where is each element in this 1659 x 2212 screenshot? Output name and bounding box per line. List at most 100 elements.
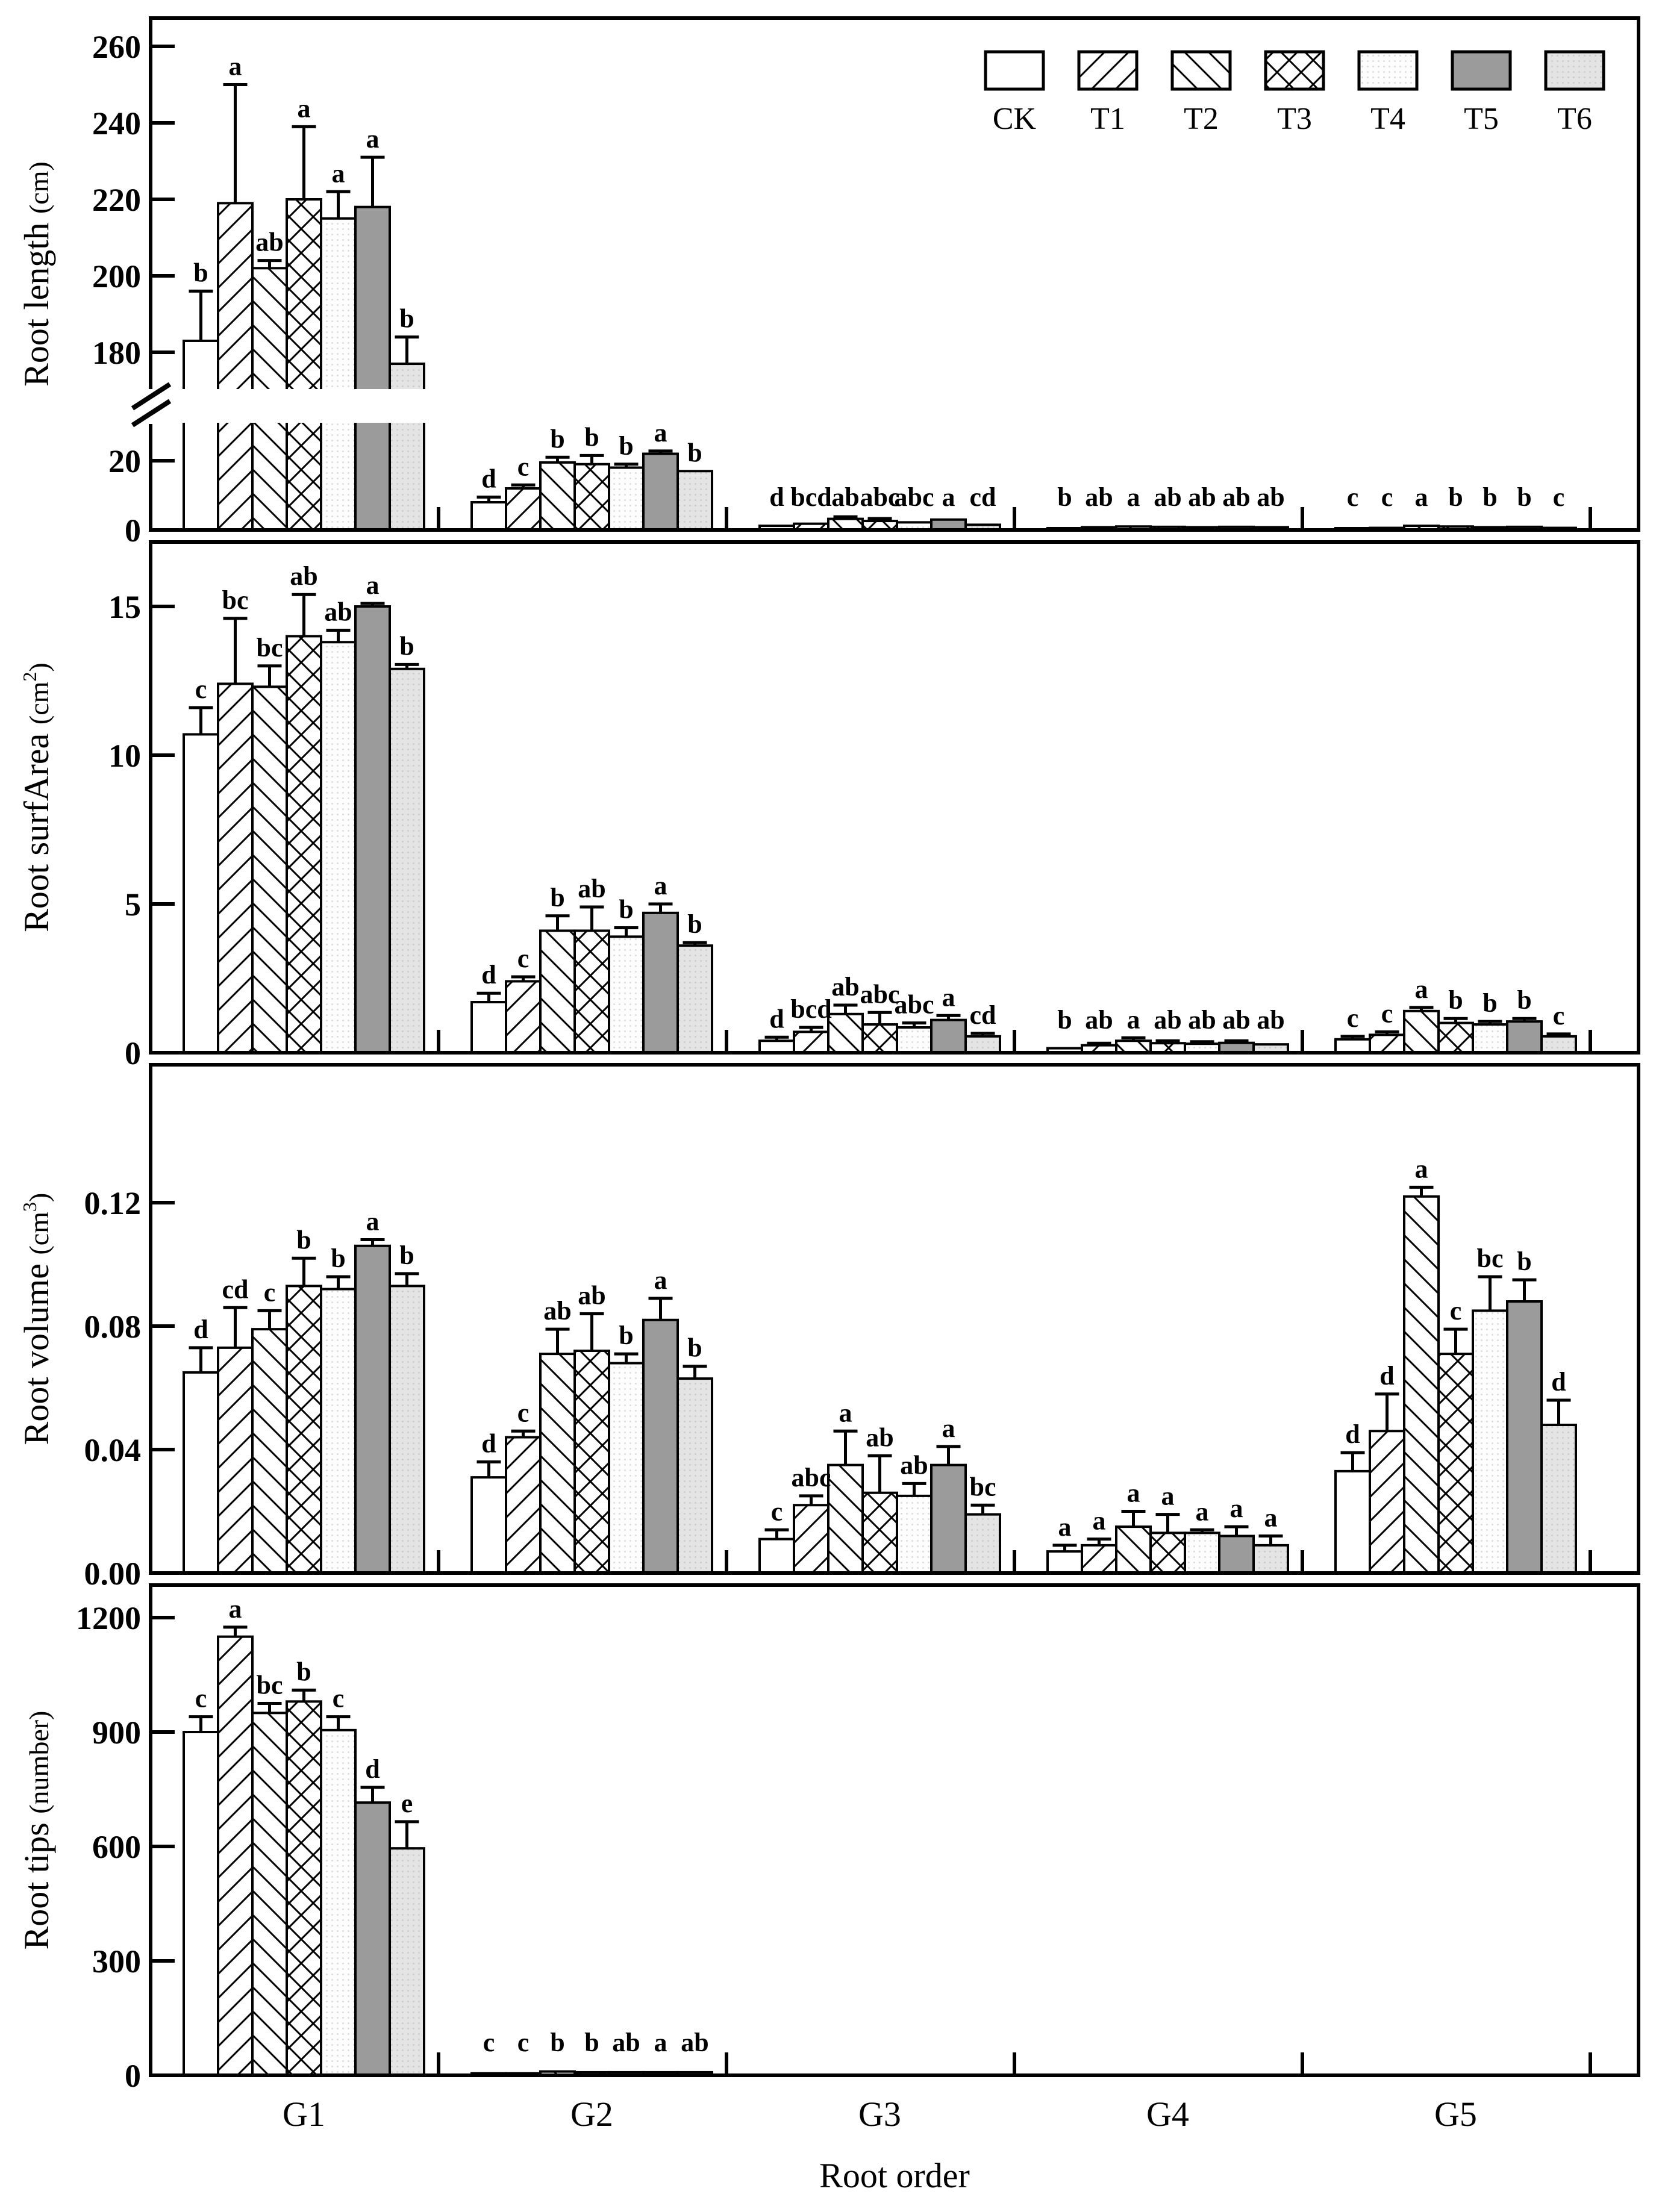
bar xyxy=(320,217,357,531)
legend-label: CK xyxy=(993,102,1037,136)
sig-letter: b xyxy=(550,424,564,453)
sig-letter: abc xyxy=(792,1463,831,1492)
bar xyxy=(793,1504,830,1574)
sig-letter: bc xyxy=(257,633,283,662)
x-group-label: G4 xyxy=(1146,2095,1189,2134)
sig-letter: d xyxy=(481,464,496,493)
x-group-label: G1 xyxy=(283,2095,325,2134)
sig-letter: ab xyxy=(1222,482,1250,512)
sig-letter: c xyxy=(1553,482,1565,512)
legend-label: T6 xyxy=(1557,102,1592,136)
bar xyxy=(573,929,610,1054)
sig-letter: d xyxy=(1379,1361,1394,1391)
bar xyxy=(389,363,425,531)
x-group-label: G3 xyxy=(858,2095,901,2134)
sig-letter: d xyxy=(481,1429,496,1459)
sig-letter: ab xyxy=(831,972,859,1002)
bar xyxy=(573,1350,610,1574)
sig-letter: ab xyxy=(578,1281,605,1310)
sig-letter: b xyxy=(550,2028,564,2057)
legend-label: T4 xyxy=(1370,102,1405,136)
y-tick-label: 0 xyxy=(125,2058,141,2094)
bar xyxy=(1252,1544,1289,1574)
y-axis-title: Root surfArea (cm2) xyxy=(17,662,56,932)
bar xyxy=(930,1463,967,1574)
y-tick-label: 0.04 xyxy=(84,1432,142,1468)
bar xyxy=(1403,1009,1440,1054)
panel-frame xyxy=(149,1583,1640,2077)
bar xyxy=(896,1026,933,1055)
y-tick-label: 600 xyxy=(92,1829,141,1865)
sig-letter: e xyxy=(401,1789,413,1818)
sig-letter: cd xyxy=(222,1274,249,1304)
sig-letter: ab xyxy=(324,597,352,627)
bar xyxy=(320,1728,357,2077)
panel-frame xyxy=(149,16,1640,532)
sig-letter: b xyxy=(331,1244,345,1273)
sig-letter: b xyxy=(1482,988,1497,1018)
sig-letter: c xyxy=(517,1398,530,1427)
sig-letter: c xyxy=(1347,482,1359,512)
bar xyxy=(183,1731,219,2076)
bar xyxy=(861,1491,898,1574)
bar xyxy=(354,1801,391,2077)
y-tick-label: 180 xyxy=(92,335,141,371)
y-axis: 0 300 600 900 1200 xyxy=(76,1600,175,2094)
bar xyxy=(1334,1038,1371,1055)
y-tick-label: 0 xyxy=(125,512,141,549)
bar xyxy=(1506,1300,1543,1574)
sig-letter: d xyxy=(1551,1367,1566,1397)
sig-letter: a xyxy=(839,1398,852,1427)
sig-letter: c xyxy=(264,1277,276,1307)
panel-frame xyxy=(149,1063,1640,1575)
x-group-label: G2 xyxy=(570,2095,613,2134)
sig-letter: cd xyxy=(970,1000,996,1030)
bar xyxy=(1369,1033,1405,1054)
sig-letter: a xyxy=(1093,1506,1106,1536)
sig-letter: ab xyxy=(578,874,605,903)
sig-letter: b xyxy=(1057,482,1072,512)
bar xyxy=(183,1371,219,1574)
sig-letter: a xyxy=(942,1413,955,1443)
bar xyxy=(964,1035,1001,1054)
bar xyxy=(1506,1020,1543,1055)
sig-letter: ab xyxy=(831,482,859,512)
sig-letter: ab xyxy=(866,1422,893,1452)
bar xyxy=(642,452,679,531)
legend-label: T3 xyxy=(1277,102,1312,136)
bar xyxy=(286,635,322,1054)
bar xyxy=(1472,1023,1508,1054)
sig-letter: a xyxy=(1415,974,1428,1004)
sig-letter: ab xyxy=(1188,1005,1216,1035)
sig-letter: ab xyxy=(681,2028,708,2057)
bar xyxy=(505,487,542,531)
bar xyxy=(827,1012,864,1055)
bar xyxy=(183,733,219,1055)
bar xyxy=(676,1377,713,1574)
sig-letter: a xyxy=(654,1265,667,1295)
sig-letter: a xyxy=(1058,1512,1072,1542)
sig-letter: bc xyxy=(257,1671,283,1700)
bar xyxy=(1472,1309,1508,1574)
sig-letter: b xyxy=(619,431,633,461)
sig-letter: b xyxy=(1517,482,1531,512)
bar xyxy=(505,980,542,1054)
bar xyxy=(539,461,576,531)
bar xyxy=(896,1494,933,1574)
sig-letter: a xyxy=(1415,482,1428,512)
bar xyxy=(793,1030,830,1055)
bar xyxy=(1369,1430,1405,1574)
bar xyxy=(573,463,610,531)
axis-break-band xyxy=(155,389,1635,423)
legend-swatch-t5 xyxy=(1451,50,1512,91)
axis-break-mark xyxy=(131,399,172,428)
sig-letter: c xyxy=(483,2028,495,2057)
bar xyxy=(470,1476,507,1574)
bar xyxy=(861,1023,898,1054)
bar xyxy=(251,685,288,1054)
sig-letter: b xyxy=(1482,482,1497,512)
sig-letter: ab xyxy=(1085,482,1113,512)
